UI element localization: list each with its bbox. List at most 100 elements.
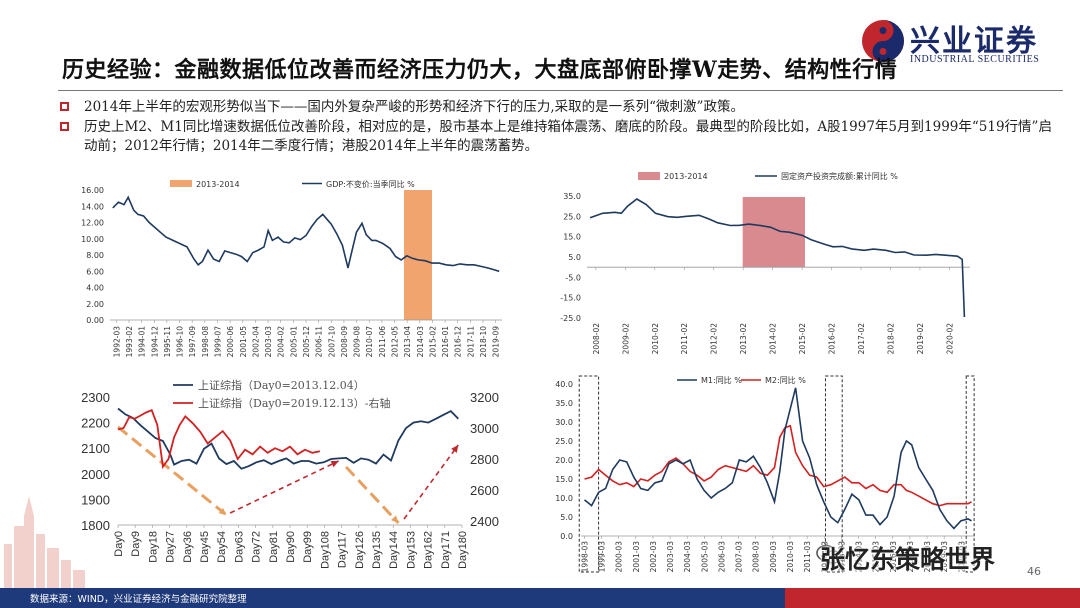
- x-tick-label: 2016-02: [828, 323, 837, 355]
- bullet-item: 2014年上半年的宏观形势似当下——国内外复杂严峻的形势和经济下行的压力,采取的…: [60, 98, 1060, 117]
- x-tick-label: 2003-03: [666, 541, 675, 573]
- x-tick-label: 2009-02: [621, 323, 630, 355]
- y-tick-label: 14.00: [81, 202, 104, 211]
- x-tick-label: 2010-02: [651, 323, 660, 355]
- legend-label: GDP:不变价:当季同比 %: [326, 179, 415, 189]
- x-tick-label: 1994-01: [138, 326, 147, 358]
- y-tick-label: 2.00: [86, 300, 104, 309]
- chart-gdp-svg: 2013-2014 GDP:不变价:当季同比 % 16.00 14.00 12.00 10…: [81, 179, 502, 358]
- taiji-logo-icon: [862, 20, 904, 62]
- x-tick-label: 1992-03: [112, 326, 121, 358]
- y-tick-label: 40.0: [555, 380, 573, 389]
- x-tick-label: Day36: [182, 531, 194, 563]
- x-tick-label: Day27: [165, 531, 177, 563]
- x-tick-label: 2013-04: [403, 326, 412, 358]
- x-tick-label: 2018-03: [923, 541, 932, 573]
- x-tick-label: 2013-02: [739, 323, 748, 355]
- x-tick-label: 2004-03: [683, 541, 692, 573]
- series-line-m1: [583, 387, 972, 530]
- chart-m1m2-svg: M1:同比 % M2:同比 % 40.0 35.0 30.0 25.0 20.0 15.0 10…: [555, 375, 975, 573]
- footer-left-band: [0, 588, 785, 608]
- x-tick-label: 2008-02: [592, 323, 601, 355]
- x-tick-label: 2017-03: [906, 541, 915, 573]
- chart-szzs-svg: 上证综指（Day0=2013.12.04） 上证综指（Day0=2019.12.1…: [81, 378, 499, 569]
- x-tick-label: 2014-02: [769, 323, 778, 355]
- x-tick-label: 2006-03: [717, 541, 726, 573]
- y-tick-label: 15.0: [563, 233, 581, 242]
- highlight-period-box: [965, 375, 975, 573]
- chart-szzs: 上证综指（Day0=2013.12.04） 上证综指（Day0=2019.12.1…: [70, 375, 515, 585]
- y-tick-label: 0.00: [86, 316, 104, 325]
- x-tick-label: 2019-03: [940, 541, 949, 573]
- bullet-list: 2014年上半年的宏观形势似当下——国内外复杂严峻的形势和经济下行的压力,采取的…: [60, 98, 1060, 157]
- y-tick-label-right: 2800: [470, 452, 499, 467]
- x-tick-label: 2014-03: [855, 541, 864, 573]
- x-tick-label: 2001-03: [632, 541, 641, 573]
- x-tick-label: 1993-02: [125, 326, 134, 358]
- chart-m1m2: M1:同比 % M2:同比 % 40.0 35.0 30.0 25.0 20.0 15.0 10…: [545, 372, 985, 585]
- y-tick-label: 6.00: [86, 267, 104, 276]
- x-tick-label: 2018-10: [479, 326, 488, 358]
- x-tick-label: Day126: [354, 531, 366, 569]
- shade-band-2013-2014: [742, 197, 805, 268]
- trend-arrow-down-2: [344, 465, 400, 525]
- y-tick-label-right: 2400: [470, 514, 499, 529]
- series-line-fai: [589, 198, 966, 318]
- legend-swatch-shade: [170, 180, 192, 187]
- legend-label: 固定资产投资完成额:累计同比 %: [781, 171, 898, 181]
- x-tick-label: 2015-03: [872, 541, 881, 573]
- x-tick-label: 2011-02: [680, 323, 689, 355]
- x-tick-label: Day18: [147, 531, 159, 563]
- x-tick-label: Day90: [285, 531, 297, 563]
- x-tick-label: 2016-01: [441, 326, 450, 358]
- watermark-text: 张忆东策略世界: [820, 545, 996, 574]
- x-tick-label: 2017-11: [466, 326, 475, 358]
- x-tick-label: 2019-09: [492, 326, 501, 358]
- legend-label: M1:同比 %: [701, 375, 742, 385]
- y-tick-label: 15.0: [555, 475, 573, 484]
- trend-arrow-up-2: [403, 444, 459, 520]
- highlight-period-box: [578, 375, 600, 573]
- legend-swatch-shade: [638, 172, 660, 180]
- chart-fai-svg: 2013-2014 固定资产投资完成额:累计同比 % 35.0 25.0 15.0 5.0…: [560, 171, 970, 355]
- x-tick-label: 2015-02: [428, 326, 437, 358]
- x-tick-label: 2010-07: [365, 326, 374, 358]
- series-line-gdp: [112, 195, 500, 273]
- x-tick-label: 1999-07: [213, 326, 222, 358]
- y-tick-label: 25.0: [555, 437, 573, 446]
- x-tick-label: 2008-03: [752, 541, 761, 573]
- legend-label: 上证综指（Day0=2013.12.04）: [198, 378, 365, 392]
- series-line-szzs-2019: [117, 409, 321, 470]
- y-tick-label: 4.00: [86, 284, 104, 293]
- page-number: 46: [1027, 565, 1041, 578]
- y-tick-label: 35.0: [563, 192, 581, 201]
- x-tick-label: 1994-12: [150, 326, 159, 358]
- y-tick-label-left: 2100: [81, 441, 110, 456]
- x-tick-label: 2011-03: [803, 541, 812, 573]
- bullet-text: 2014年上半年的宏观形势似当下——国内外复杂严峻的形势和经济下行的压力,采取的…: [84, 99, 744, 115]
- y-tick-label: -15.0: [560, 294, 581, 303]
- y-tick-label: 8.00: [86, 251, 104, 260]
- x-tick-label: Day153: [405, 531, 417, 569]
- x-tick-label: 2006-11: [315, 326, 324, 358]
- x-tick-label: 2015-02: [798, 323, 807, 355]
- x-tick-label: 2005-01: [289, 326, 298, 358]
- bullet-square-icon: [60, 102, 69, 111]
- y-tick-label: 30.0: [555, 418, 573, 427]
- x-tick-label: 2003-03: [264, 326, 273, 358]
- legend-label: 2013-2014: [196, 180, 240, 189]
- y-tick-label: 12.00: [81, 219, 104, 228]
- chart-gdp: 2013-2014 GDP:不变价:当季同比 % 16.00 14.00 12.00 10…: [70, 170, 510, 370]
- x-tick-label: Day9: [130, 531, 142, 557]
- trend-arrow-down-2-head: [390, 515, 399, 523]
- footer-right-band: [785, 588, 1080, 608]
- x-tick-label: 2002-04: [251, 326, 260, 358]
- x-tick-label: 2008-09: [340, 326, 349, 358]
- x-tick-label: 2009-08: [353, 326, 362, 358]
- y-tick-label: 10.0: [555, 494, 573, 503]
- x-tick-label: 2005-12: [302, 326, 311, 358]
- x-tick-label: 2016-12: [454, 326, 463, 358]
- series-line-szzs-2013: [117, 407, 459, 470]
- x-tick-label: 1997-09: [188, 326, 197, 358]
- x-tick-label: Day45: [199, 531, 211, 563]
